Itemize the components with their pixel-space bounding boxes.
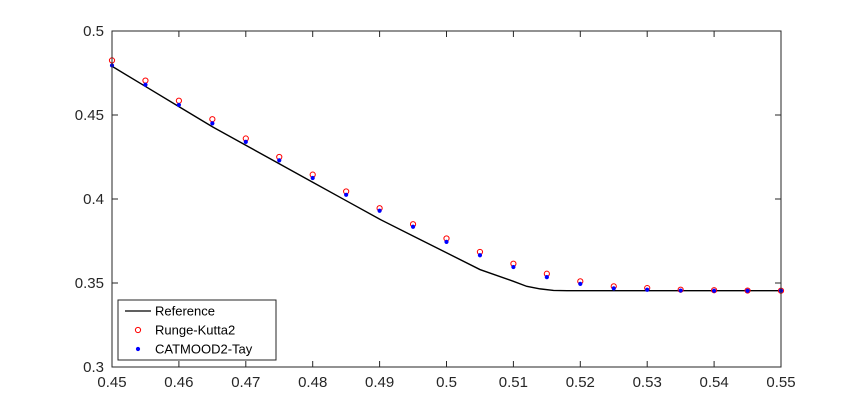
x-tick-label: 0.52 xyxy=(566,374,595,391)
x-tick-label: 0.47 xyxy=(231,374,260,391)
data-point-catmood2-tay xyxy=(176,102,181,108)
legend-circle-marker xyxy=(134,326,142,334)
x-tick-label: 0.45 xyxy=(97,374,126,391)
y-tick-label: 0.3 xyxy=(83,359,104,376)
legend-label: CATMOOD2-Tay xyxy=(155,342,253,357)
x-tick-label: 0.55 xyxy=(766,374,795,391)
data-point-catmood2-tay xyxy=(143,82,148,87)
x-tick-label: 0.49 xyxy=(365,374,394,391)
data-point-catmood2-tay xyxy=(745,288,750,293)
data-point-catmood2-tay xyxy=(410,224,416,229)
data-point-catmood2-tay xyxy=(645,287,650,292)
legend: Reference Runge-Kutta2 CATMOOD2-Tay xyxy=(117,299,277,361)
data-point-catmood2-tay xyxy=(477,253,483,258)
data-point-catmood2-tay xyxy=(678,288,683,293)
series-line-reference xyxy=(111,65,781,292)
y-tick-label: 0.5 xyxy=(83,23,104,40)
x-tick-label: 0.53 xyxy=(633,374,662,391)
y-tick-label: 0.4 xyxy=(83,191,104,208)
x-tick-label: 0.51 xyxy=(499,374,528,391)
data-point-catmood2-tay xyxy=(377,208,382,213)
data-point-catmood2-tay xyxy=(344,192,349,197)
x-tick-label: 0.48 xyxy=(298,374,327,391)
data-point-catmood2-tay xyxy=(511,264,516,270)
x-tick-label: 0.5 xyxy=(436,374,457,391)
legend-item: Runge-Kutta2 xyxy=(134,323,235,338)
legend-label: Reference xyxy=(155,304,215,319)
data-point-catmood2-tay xyxy=(210,121,215,126)
data-point-catmood2-tay xyxy=(277,158,282,163)
legend-box xyxy=(117,299,277,361)
data-point-runge-kutta2 xyxy=(744,287,751,294)
legend-label: Runge-Kutta2 xyxy=(155,323,235,338)
legend-item: CATMOOD2-Tay xyxy=(135,342,253,357)
data-point-catmood2-tay xyxy=(243,139,248,144)
x-tick-label: 0.54 xyxy=(699,374,728,391)
data-point-catmood2-tay xyxy=(544,275,549,280)
y-tick-label: 0.35 xyxy=(75,275,104,292)
data-point-catmood2-tay xyxy=(611,286,616,291)
data-point-catmood2-tay xyxy=(712,288,717,293)
series-lines xyxy=(111,65,781,292)
data-point-catmood2-tay xyxy=(444,239,449,244)
axis-ticks: 0.45 0.46 0.47 0.48 0.49 0.5 0.51 0.52 0.53 0.54 0… xyxy=(75,23,796,391)
y-tick-label: 0.45 xyxy=(75,107,104,124)
data-point-catmood2-tay xyxy=(310,175,315,181)
x-tick-label: 0.46 xyxy=(164,374,193,391)
legend-dot-marker xyxy=(135,346,141,352)
legend-item: Reference xyxy=(125,304,215,319)
data-point-catmood2-tay xyxy=(578,281,583,286)
